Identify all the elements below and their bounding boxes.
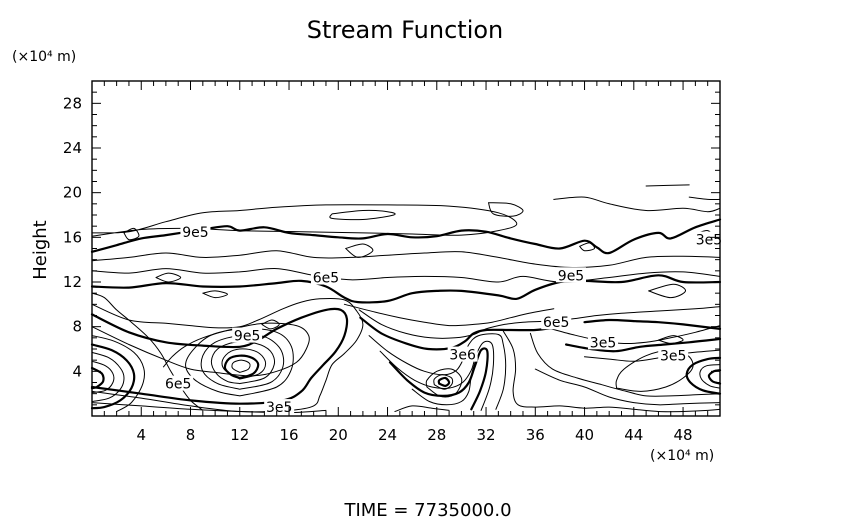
contour-label-backing [232,327,263,343]
contour-line-thick [388,347,489,411]
contour-line-thick [583,318,722,330]
contour-line-thin [657,335,684,344]
y-axis-label: Height [30,220,51,280]
contour-line-thin [91,322,310,377]
contour-line-thin [688,196,721,201]
y-unit-label: (×10⁴ m) [12,49,76,65]
contour-line-thin [358,306,721,339]
contour-line-thin [547,325,721,345]
contour-layer [90,184,722,414]
contour-line-thin [91,297,364,413]
x-tick-label: 16 [279,426,298,444]
x-tick-label: 24 [378,426,397,444]
contour-line-thin [379,340,495,411]
x-tick-label: 28 [427,426,446,444]
contour-label-backing [693,231,724,247]
y-tick-label: 28 [63,94,82,112]
contour-line-thin [221,348,267,380]
x-tick-label: 48 [674,426,693,444]
contour-line-thin [648,283,686,299]
x-tick-label: 20 [329,426,348,444]
contour-line-thin [91,360,115,394]
contour-label-backing [447,346,478,362]
contour-line-thick [90,307,349,405]
contour-line-thick [223,354,260,380]
contour-line-thin [488,202,524,217]
y-tick-label: 8 [72,318,82,336]
contour-line-thin [433,374,454,390]
contour-label: 6e5 [313,271,339,287]
contour-line-thin [155,272,182,283]
contour-line-thick [685,356,722,395]
contour-line-thick [90,274,722,304]
contour-line-thin [345,243,374,258]
contour-label-backing [556,267,587,283]
contour-line-thin [699,364,721,389]
contour-label: 3e5 [696,233,722,249]
contour-line-thin [185,328,294,397]
contour-label: 3e5 [266,400,292,416]
contour-label-backing [588,334,619,350]
contour-label: 9e5 [182,225,208,241]
contour-line-thin [91,268,721,283]
contour-label: 3e5 [590,335,616,351]
x-tick-label: 8 [186,426,196,444]
contour-line-thin [425,368,463,398]
y-tick-label: 16 [63,228,82,246]
contour-line-thin [645,184,690,187]
y-tick-label: 4 [72,362,82,380]
contour-line-thin [534,368,721,406]
x-tick-label: 4 [136,426,146,444]
contour-line-thin [329,209,396,221]
time-label: TIME = 7735000.0 [343,500,511,519]
contour-line-thin [91,292,204,411]
x-tick-label: 32 [476,426,495,444]
contour-line-thick [90,343,136,410]
contour-label-backing [310,269,341,285]
x-tick-label: 36 [526,426,545,444]
contour-line-thin [411,361,476,406]
contour-label: 3e6 [449,348,476,364]
contour-label: 9e5 [234,329,260,345]
contour-label-backing [163,375,194,391]
contour-line-thin [231,359,251,373]
contour-label: 6e5 [543,315,569,331]
chart-title: Stream Function [307,16,504,44]
contour-label-backing [264,399,295,415]
y-tick-label: 12 [63,273,82,291]
contour-line-thin [579,242,596,252]
contour-line-thick [359,316,555,351]
x-unit-label: (×10⁴ m) [650,448,714,464]
y-tick-label: 24 [63,139,82,157]
contour-label: 3e5 [660,349,686,365]
contour-label-backing [180,223,211,239]
contour-line-thin [502,330,721,413]
contour-line-thin [91,335,146,412]
contour-line-thin [123,227,140,241]
y-tick-label: 20 [63,184,82,202]
contour-line-thin [343,303,555,327]
contour-line-thin [261,319,280,330]
contour-label: 6e5 [165,377,191,393]
contour-line-thick [437,376,451,387]
contour-line-thin [91,250,721,269]
contour-line-thin [202,290,228,299]
contour-line-thin [553,196,721,213]
contour-line-thin [529,332,721,397]
contour-label: 9e5 [558,268,584,284]
contour-label-backing [658,347,689,363]
contour-line-thin [91,351,125,402]
contour-label-backing [541,314,572,330]
x-tick-label: 40 [575,426,594,444]
contour-label-layer: 9e5 6e5 9e5 6e5 3e5 3e6 9e5 6e5 3e5 3e5 3e5 [163,223,724,416]
x-tick-label: 12 [230,426,249,444]
contour-line-thin [394,405,450,412]
plot-frame [91,80,721,417]
contour-line-thick [707,369,722,385]
contour-line-thick [90,218,722,255]
x-tick-label: 44 [624,426,643,444]
